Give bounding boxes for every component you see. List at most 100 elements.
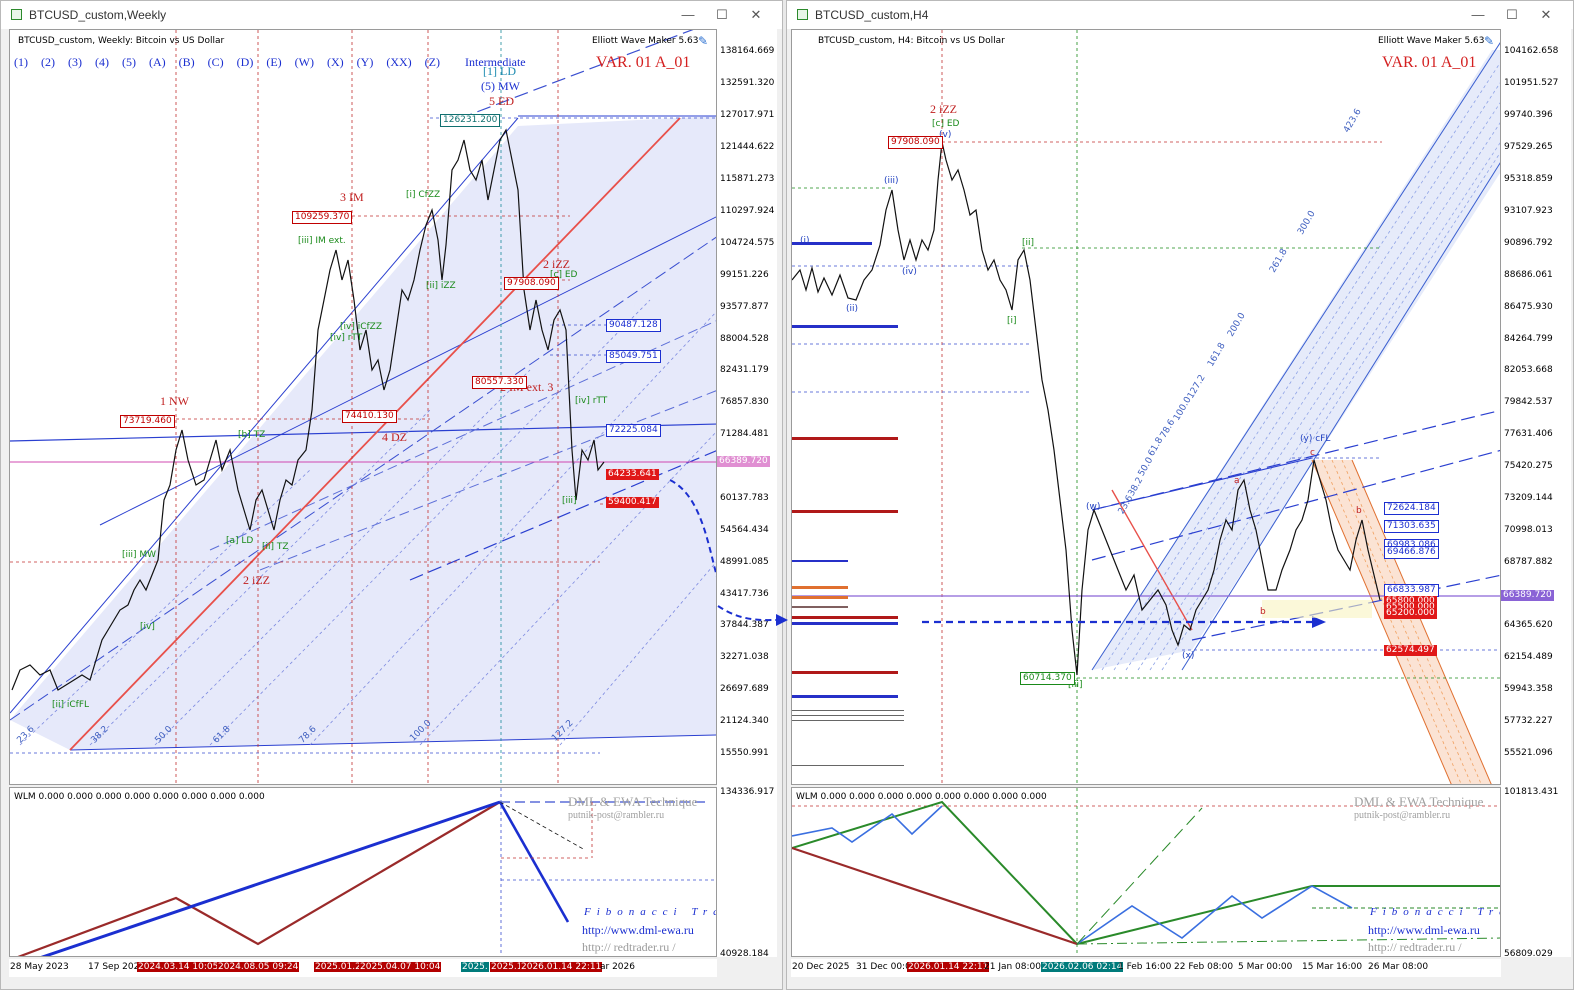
weekly-title-bar[interactable]: BTCUSD_custom,Weekly — ☐ ✕ [1,1,782,29]
price-level-box: 97908.090 [888,136,943,149]
weekly-indicator-pane[interactable]: WLM 0.000 0.000 0.000 0.000 0.000 0.000 … [9,787,717,957]
wave-button[interactable]: (1) [14,55,28,69]
minimize-button[interactable]: — [1471,7,1485,22]
wave-label: [ii] [1022,238,1035,248]
weekly-time-axis[interactable]: 28 May 2023 17 Sep 2023 2024.03.14 10:05… [9,959,717,977]
wave-label: [ii] iZZ [426,281,456,291]
time-label: 21 Jan 08:00 [984,962,1041,972]
watermark-technique: DML & EWA Technique [1354,794,1484,809]
close-button[interactable]: ✕ [750,7,762,22]
site-link[interactable]: http://www.dml-ewa.ru [582,923,694,937]
wave-button[interactable]: (4) [95,55,109,69]
wave-label: 5 ED [489,94,514,108]
price-tick: 77631.406 [1504,429,1553,439]
price-tick: 93577.877 [720,302,769,312]
wave-label: (ii) [846,304,859,314]
h4-indicator-drawing [792,788,1500,956]
time-label: 5 Mar 00:00 [1238,962,1293,972]
wave-label: (w) [1086,502,1101,512]
wave-button[interactable]: (Y) [356,55,374,69]
price-tick: 26697.689 [720,684,769,694]
wave-button[interactable]: (5) [122,55,136,69]
price-tick: 132591.320 [720,78,775,88]
wave-button[interactable]: (Z) [424,55,440,69]
price-tick: 88686.061 [1504,270,1553,280]
price-tick: 73209.144 [1504,493,1553,503]
club-label: Fibonacci Traders Club [584,906,716,918]
maximize-button[interactable]: ☐ [1506,7,1518,22]
time-label: 2025.04.07 10:04 [359,962,442,972]
h4-indicator-pane[interactable]: WLM 0.000 0.000 0.000 0.000 0.000 0.000 … [791,787,1501,957]
wave-button[interactable]: (A) [149,55,166,69]
wave-button[interactable]: (C) [207,55,224,69]
price-tick: 97529.265 [1504,142,1553,152]
close-button[interactable]: ✕ [1540,7,1552,22]
price-tick: 95318.859 [1504,174,1553,184]
weekly-brand-label: Elliott Wave Maker 5.63 [592,36,699,46]
price-level-box: 65200.000 [1384,608,1437,619]
wave-label: [1] LD [483,64,516,78]
price-tick: 110297.924 [720,206,775,216]
degree-selector[interactable]: Intermediate [465,55,526,69]
weekly-price-plot[interactable]: BTCUSD_custom, Weekly: Bitcoin vs US Dol… [9,29,717,785]
price-level-box: 62574.497 [1384,645,1437,656]
wave-button[interactable]: (X) [327,55,344,69]
price-level-box: 60714.370 [1020,672,1075,685]
price-tick: 127017.971 [720,110,775,120]
price-level-box: 90487.128 [606,319,661,332]
wave-button[interactable]: (D) [236,55,254,69]
site-link[interactable]: http:// redtrader.ru / [1368,940,1462,954]
price-tick: 76857.830 [720,397,769,407]
wave-label: [i] [1007,316,1017,326]
weekly-price-drawing [10,30,716,784]
h4-brand-label: Elliott Wave Maker 5.63 [1378,36,1485,46]
wave-button[interactable]: (3) [68,55,82,69]
wave-label: (iv) [902,267,917,277]
wave-label: [iv] rTT [575,396,608,406]
price-tick: 48991.085 [720,557,769,567]
maximize-button[interactable]: ☐ [716,7,728,22]
price-level-box: 59400.417 [606,497,659,508]
h4-price-plot[interactable]: BTCUSD_custom, H4: Bitcoin vs US Dollar … [791,29,1501,785]
wave-button[interactable]: (E) [266,55,282,69]
wave-button[interactable]: (W) [294,55,314,69]
wave-label: [iv] rTT [330,333,363,343]
price-tick: 99740.396 [1504,110,1553,120]
wave-label: (5) MW [481,79,520,93]
current-price-tag: 66389.720 [1501,590,1554,601]
time-label: 2024.08.05 09:24 [217,962,300,972]
weekly-indicator-drawing [17,788,716,956]
wave-button[interactable]: (2) [41,55,55,69]
h4-title-bar[interactable]: BTCUSD_custom,H4 — ☐ ✕ [787,1,1573,29]
weekly-price-axis[interactable]: 138164.669 132591.320 127017.971 121444.… [717,29,777,959]
site-link[interactable]: http:// redtrader.ru / [582,940,676,954]
price-level-box: 72225.084 [606,424,661,437]
chart-window-icon [797,9,808,20]
price-level-box: 97908.090 [504,277,559,290]
price-tick: 115871.273 [720,174,775,184]
weekly-variant-label: VAR. 01 A_01 [596,54,691,71]
wave-button[interactable]: (B) [178,55,195,69]
wave-label: [a] LD [226,536,254,546]
time-label: 2026.01.14 22:11 [520,962,603,972]
weekly-chart-window[interactable]: BTCUSD_custom,Weekly — ☐ ✕ [0,0,783,990]
wave-button[interactable]: (XX) [386,55,412,69]
wave-label: (i) [800,236,810,246]
h4-chart-header: BTCUSD_custom, H4: Bitcoin vs US Dollar [818,36,1005,46]
club-label: Fibonacci Traders Club [1370,906,1500,918]
h4-time-axis[interactable]: 20 Dec 2025 31 Dec 00:00 2026.01.14 22:1… [791,959,1501,977]
watermark-email: putnik-post@rambler.ru [568,810,665,821]
site-link[interactable]: http://www.dml-ewa.ru [1368,923,1480,937]
price-tick: 86475.930 [1504,302,1553,312]
time-label: 28 May 2023 [10,962,69,972]
minimize-button[interactable]: — [681,7,695,22]
wave-label: [ii] TZ [262,542,289,552]
time-label: 2025. [461,962,489,972]
price-tick: 138164.669 [720,46,775,56]
wave-label: 2 iZZ [543,257,570,271]
time-label: ar 2026 [600,962,635,972]
price-level-box: 80557.330 [472,376,527,389]
wave-label: (x) [1182,651,1195,661]
h4-price-axis[interactable]: 104162.658 101951.527 99740.396 97529.26… [1501,29,1571,959]
h4-chart-window[interactable]: BTCUSD_custom,H4 — ☐ ✕ [786,0,1574,990]
